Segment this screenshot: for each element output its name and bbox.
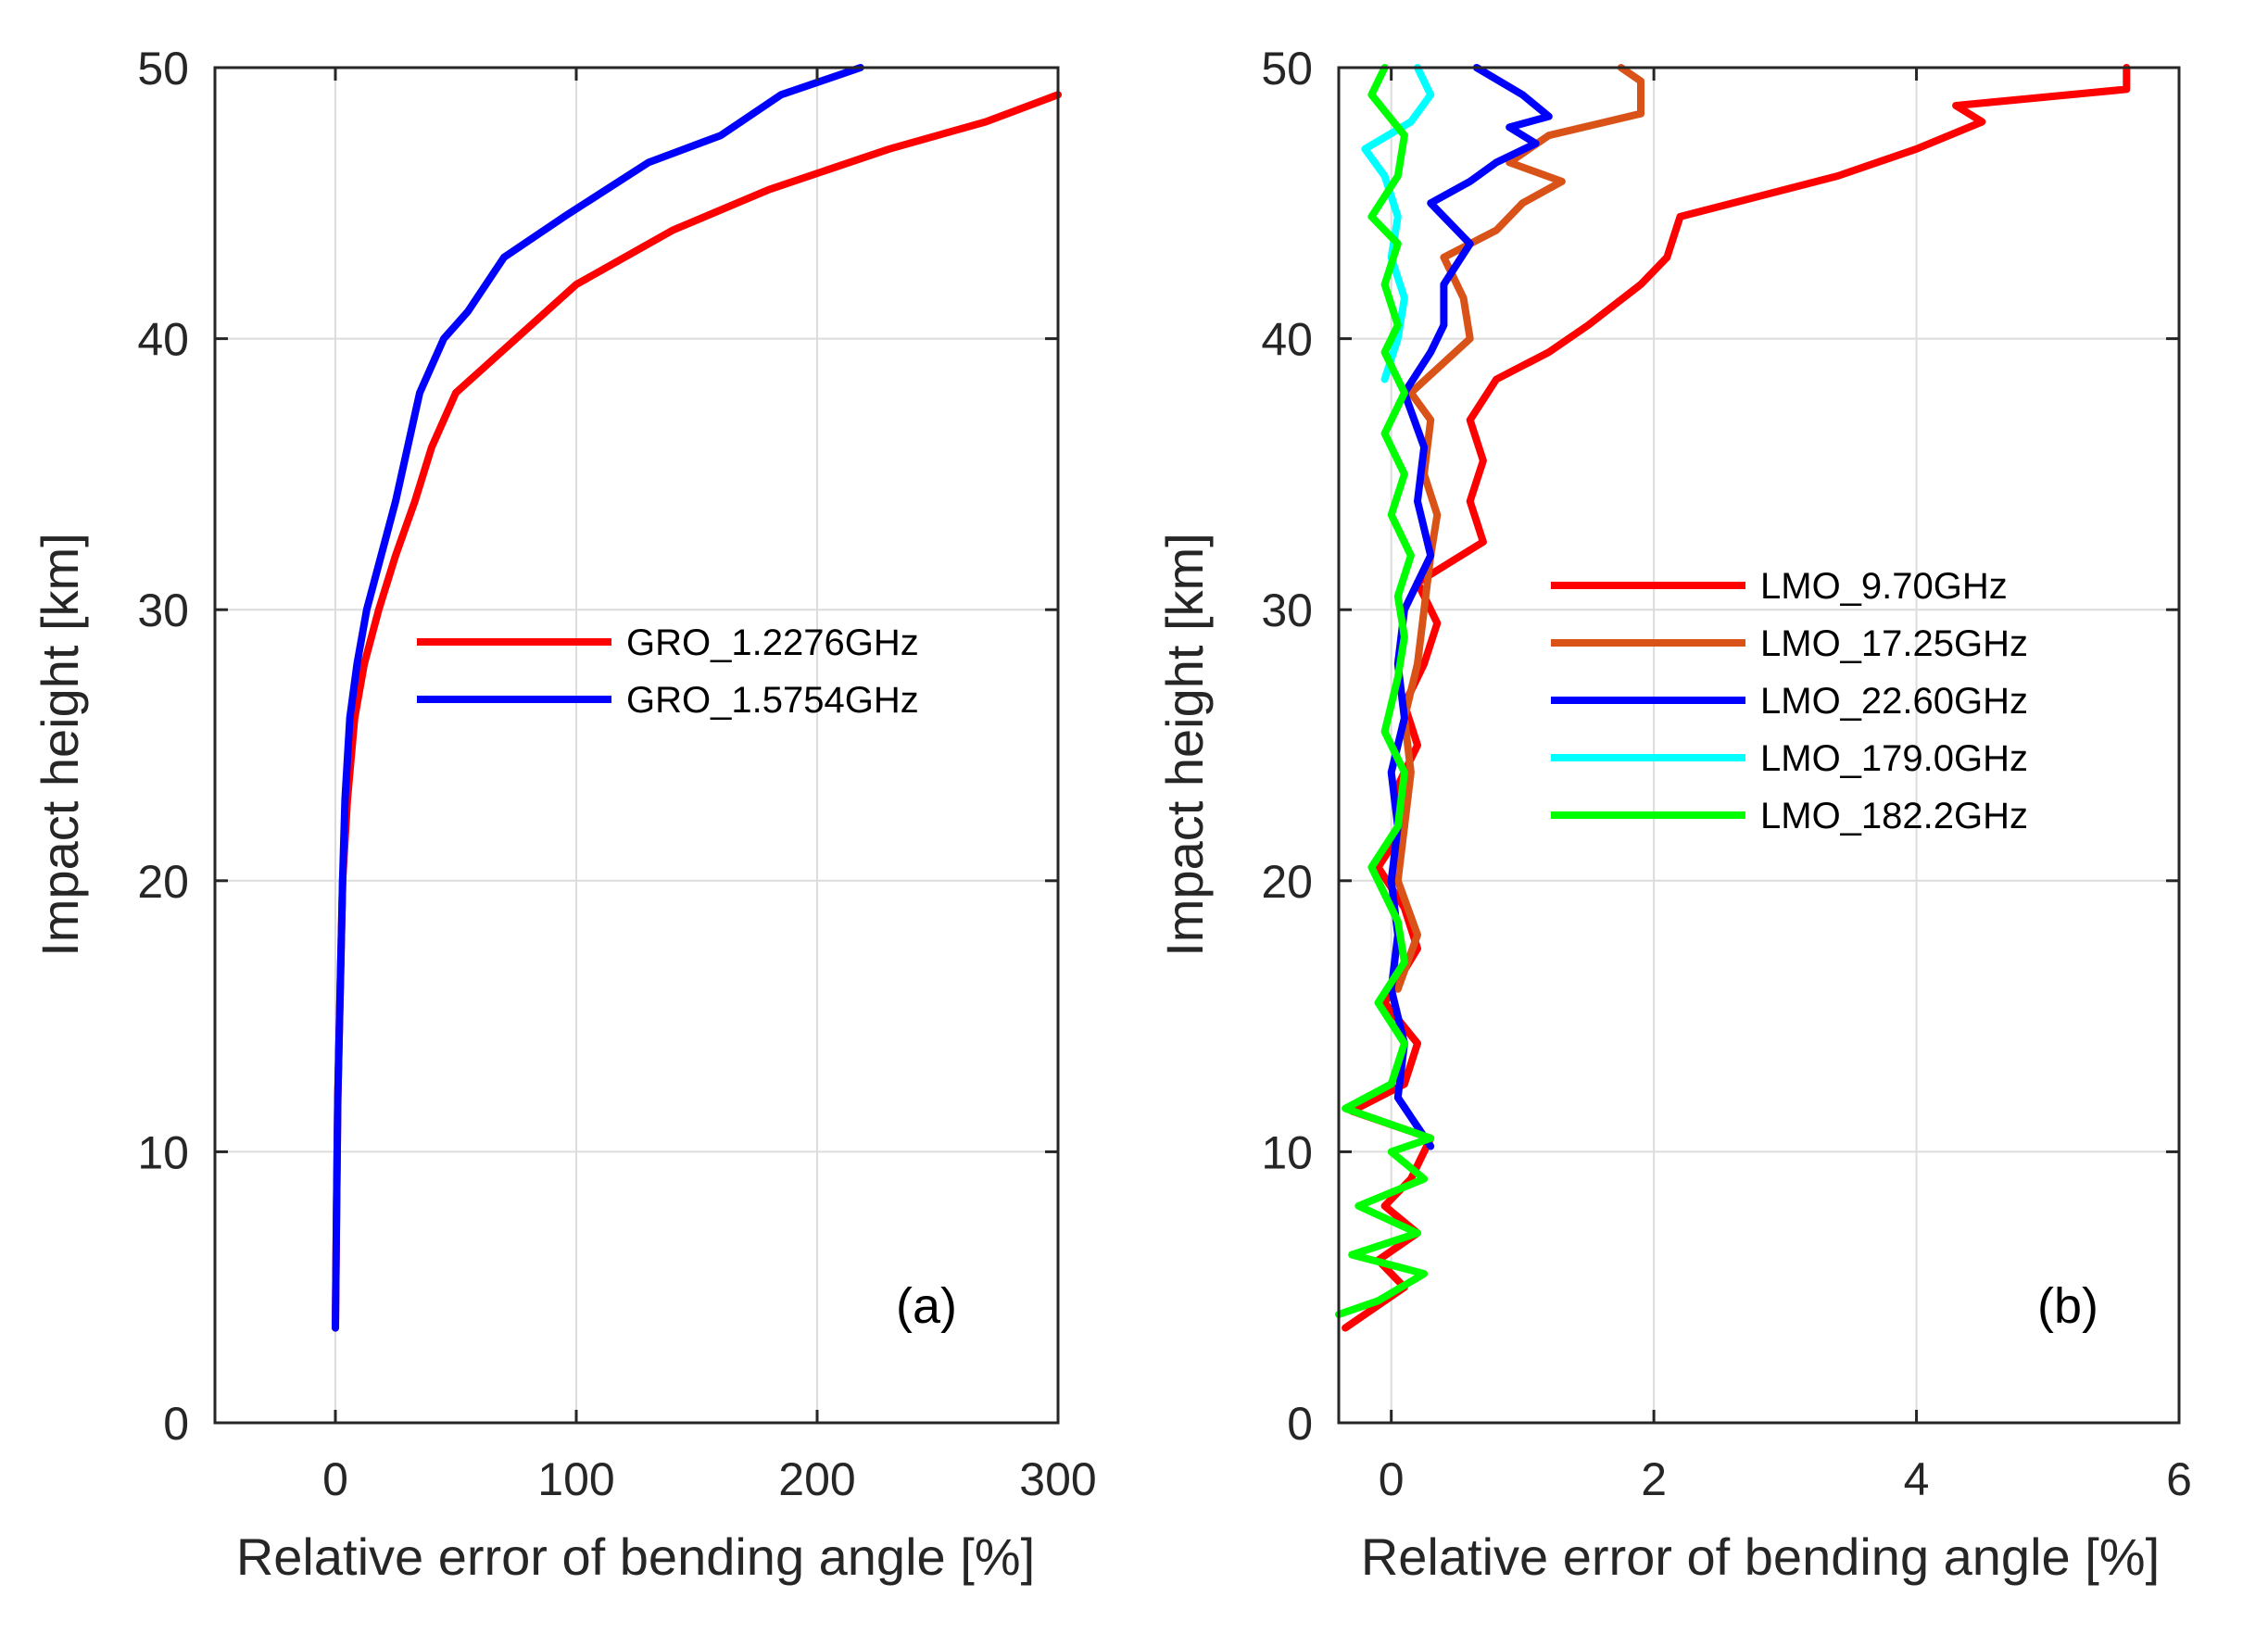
y-tick-label: 40 — [137, 314, 189, 366]
panel-b-series — [1335, 64, 2131, 1332]
y-tick-label: 30 — [1261, 584, 1313, 636]
y-tick-label: 40 — [1261, 314, 1313, 366]
x-tick-label: 100 — [537, 1453, 614, 1505]
panel-b-tag: (b) — [2037, 1278, 2098, 1334]
panel-b-legend: LMO_9.70GHz LMO_17.25GHz LMO_22.60GHz LMO_1… — [1551, 566, 2028, 836]
y-tick-label: 50 — [1261, 43, 1313, 94]
panel-a-series — [332, 64, 1062, 1332]
series-line-lmo-179-0ghz — [1361, 64, 1435, 383]
x-tick-label: 6 — [2166, 1453, 2192, 1505]
x-tick-label: 0 — [1379, 1453, 1405, 1505]
panel-b-y-axis-label: Impact height [km] — [1155, 533, 1214, 957]
y-tick-label: 0 — [163, 1398, 189, 1450]
series-line-lmo-17-25ghz — [1393, 64, 1644, 993]
panel-a-frame — [213, 66, 1060, 1425]
x-tick-label: 4 — [1904, 1453, 1930, 1505]
panel-b-frame — [1337, 66, 2181, 1425]
panel-a-ticks: 0 100 200 300 0 10 20 30 40 50 — [137, 43, 1096, 1505]
x-tick-label: 300 — [1019, 1453, 1096, 1505]
y-tick-label: 20 — [1261, 856, 1313, 908]
legend-label: LMO_9.70GHz — [1760, 566, 2008, 607]
legend-label: GRO_1.5754GHz — [626, 680, 919, 721]
panel-b-ticks: 0 2 4 6 0 10 20 30 40 50 — [1261, 43, 2192, 1505]
y-tick-label: 30 — [137, 584, 189, 636]
panel-b-x-axis-label: Relative error of bending angle [%] — [1361, 1527, 2160, 1586]
panel-a-tag: (a) — [896, 1278, 957, 1334]
legend-label: GRO_1.2276GHz — [626, 622, 919, 663]
panel-a-x-axis-label: Relative error of bending angle [%] — [236, 1527, 1035, 1586]
x-tick-label: 0 — [322, 1453, 348, 1505]
legend-label: LMO_17.25GHz — [1760, 623, 2028, 664]
panel-a: 0 100 200 300 0 10 20 30 40 50 Relative error of … — [31, 43, 1097, 1586]
panel-a-y-axis-label: Impact height [km] — [31, 533, 89, 957]
y-tick-label: 20 — [137, 856, 189, 908]
series-line-gro-1-5754ghz — [332, 64, 864, 1332]
x-tick-label: 200 — [778, 1453, 855, 1505]
legend-label: LMO_179.0GHz — [1760, 738, 2028, 779]
y-tick-label: 0 — [1287, 1398, 1313, 1450]
legend-label: LMO_182.2GHz — [1760, 796, 2028, 836]
panel-a-legend: GRO_1.2276GHz GRO_1.5754GHz — [417, 622, 919, 721]
y-tick-label: 50 — [137, 43, 189, 94]
y-tick-label: 10 — [1261, 1126, 1313, 1178]
legend-label: LMO_22.60GHz — [1760, 681, 2028, 722]
x-tick-label: 2 — [1641, 1453, 1667, 1505]
series-line-lmo-182-2ghz — [1335, 64, 1435, 1318]
y-tick-label: 10 — [137, 1126, 189, 1178]
panel-b: 0 2 4 6 0 10 20 30 40 50 Relative error of bendin… — [1155, 43, 2192, 1586]
